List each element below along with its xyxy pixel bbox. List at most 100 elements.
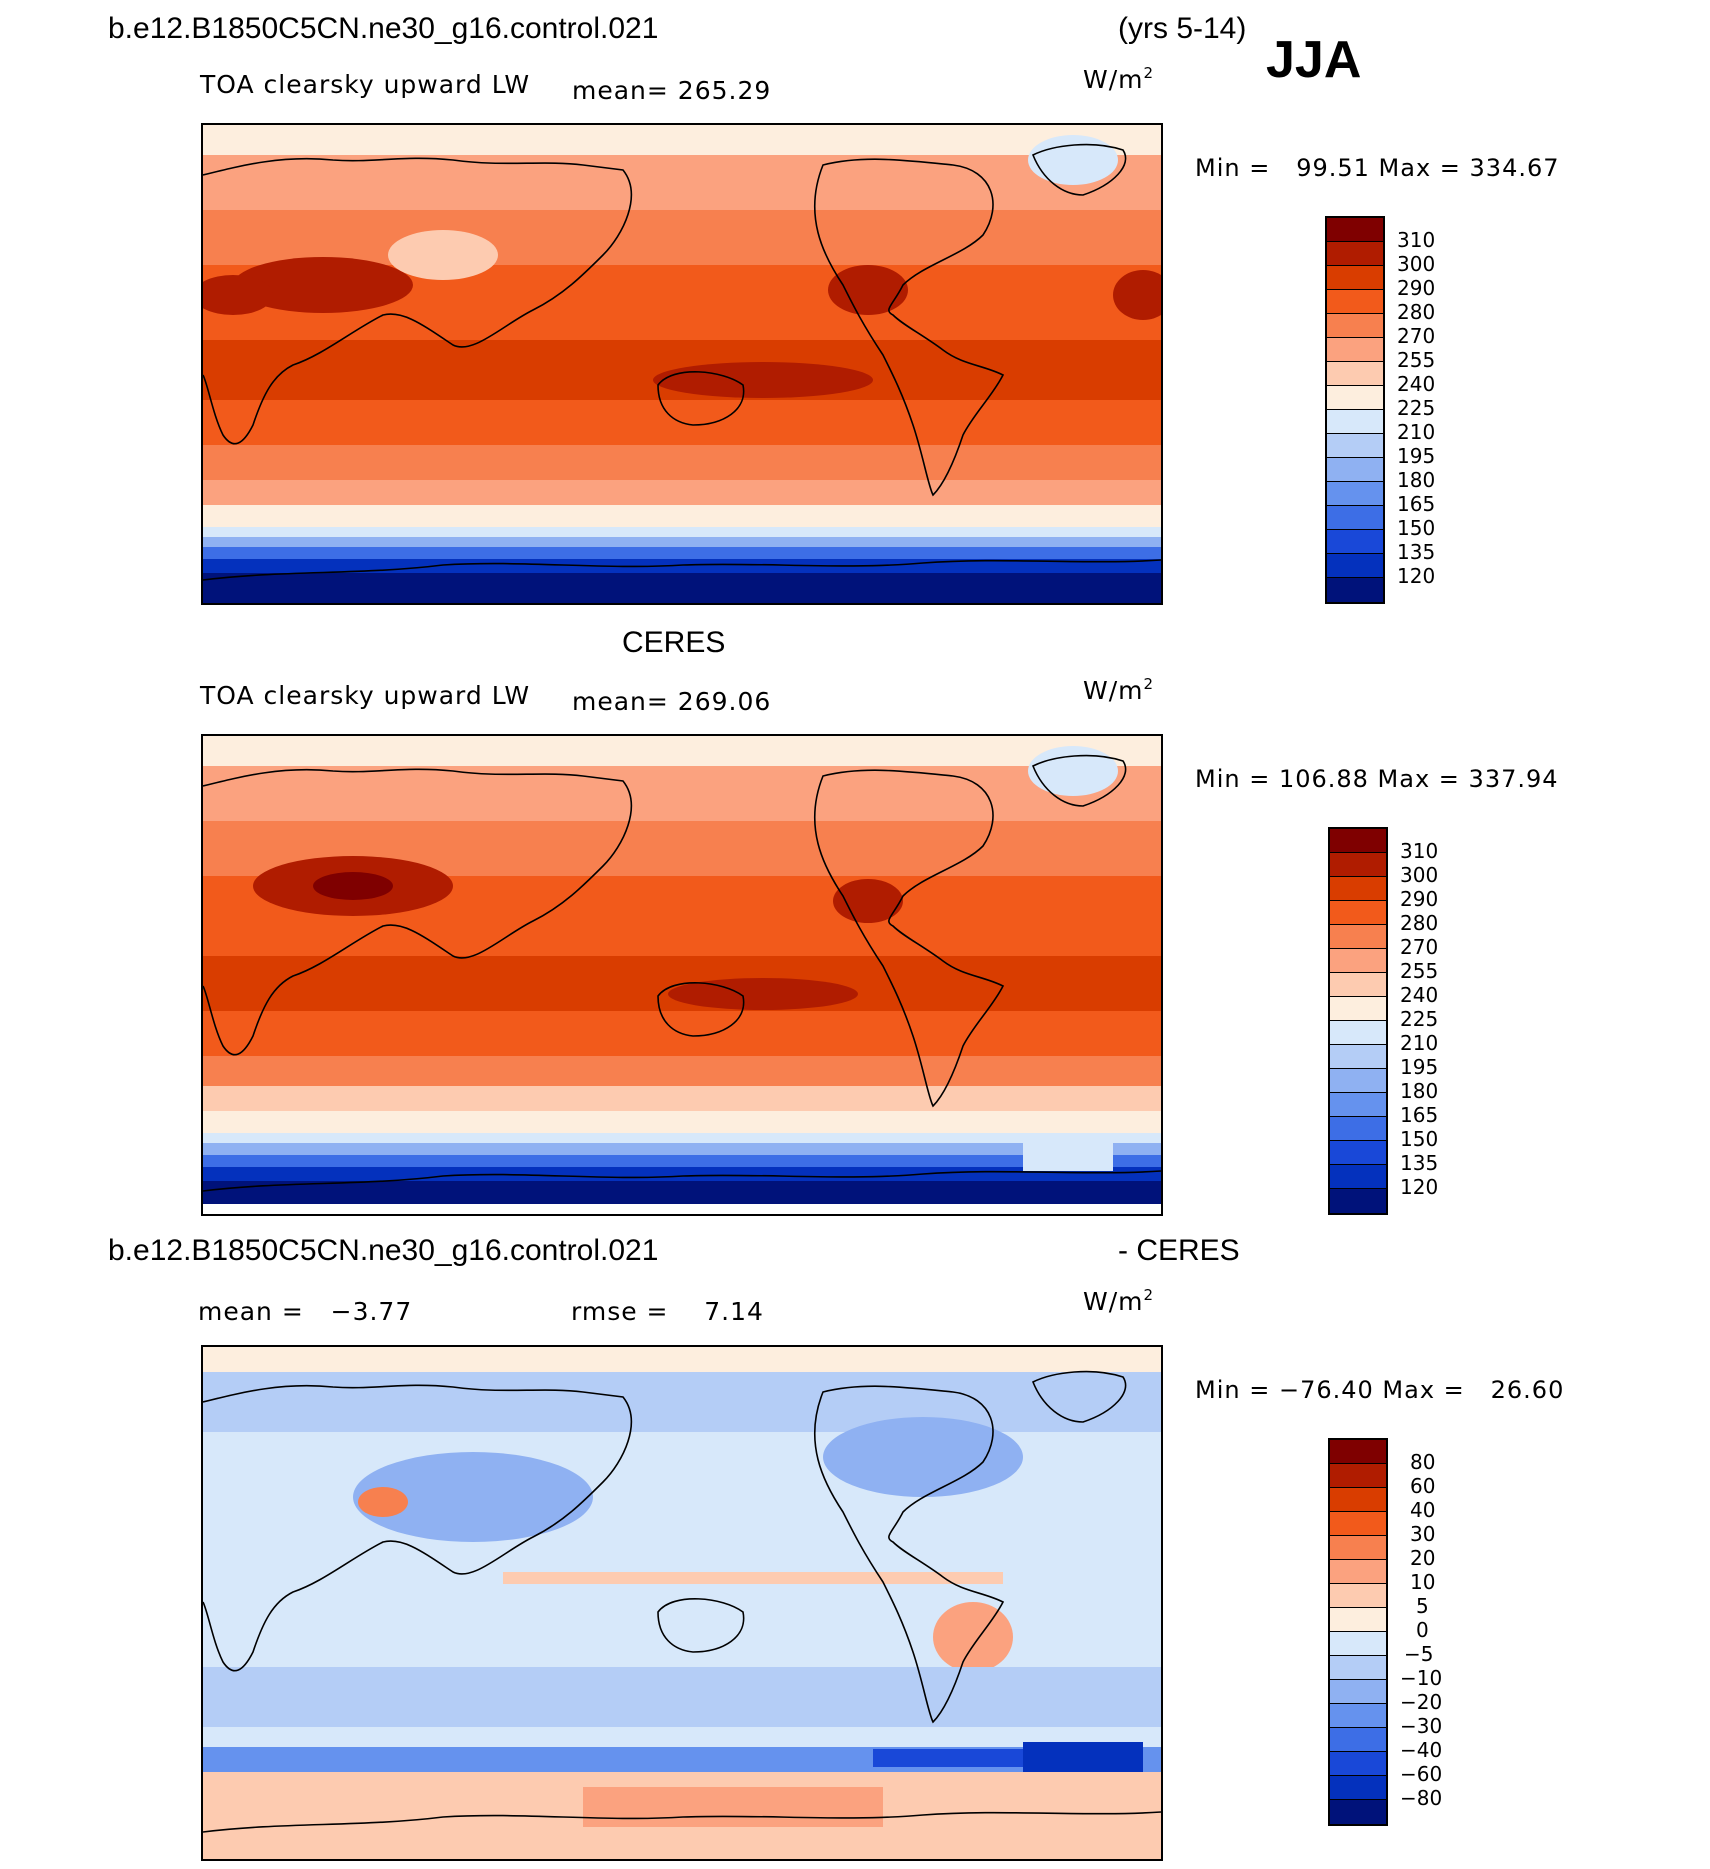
cbar-box [1330,1093,1386,1117]
cbar-box [1330,1488,1386,1512]
band-missing [203,1204,1161,1214]
cbar-box [1330,1776,1386,1800]
ice-edge-strong [873,1749,1023,1767]
band-high-south [203,480,1161,505]
band-high-north [203,766,1161,821]
amazon-positive [933,1602,1013,1672]
panel3-rmse: rmse = 7.14 [571,1297,764,1326]
na-negative [823,1417,1023,1497]
cbar-box [1330,997,1386,1021]
cbar-box [1330,1165,1386,1189]
arabia-hot [203,275,273,315]
cbar-box [1330,1536,1386,1560]
north-negative [203,1372,1161,1432]
cbar-label: 165 [1400,1103,1439,1127]
cbar-label: 210 [1400,1031,1439,1055]
cbar-label: 180 [1397,468,1436,492]
panel1-minmax: Min = 99.51 Max = 334.67 [1195,154,1560,182]
band-polar-north [203,736,1161,766]
band-ocean-ice-edge [203,1133,1161,1143]
cbar-label: 270 [1400,935,1439,959]
band-ice-2 [203,547,1161,559]
cbar-label: −30 [1400,1714,1443,1738]
cbar-label: 135 [1397,540,1436,564]
band-subpolar-south [203,1111,1161,1133]
cbar-box [1330,1512,1386,1536]
cbar-box [1330,1069,1386,1093]
ross-negative [1023,1742,1143,1772]
tibet-cool [388,230,498,280]
sahara-core [313,872,393,900]
panel2-map [201,734,1163,1216]
cbar-label: −5 [1404,1642,1434,1666]
cbar-box [1330,1752,1386,1776]
cbar-label: 5 [1416,1594,1429,1618]
cbar-label: 225 [1400,1007,1439,1031]
antarctic-positive-strong [583,1787,883,1827]
band-ice-1 [203,537,1161,547]
cbar-label: 150 [1397,516,1436,540]
cbar-box [1327,434,1383,458]
panel1-colorbar [1325,216,1385,604]
cbar-box [1330,1656,1386,1680]
cbar-label: 290 [1397,276,1436,300]
band-ice-2 [203,1155,1161,1167]
cbar-label: 255 [1400,959,1439,983]
greenland-cool [1028,135,1118,185]
cbar-box [1327,290,1383,314]
cbar-box [1330,1464,1386,1488]
greenland-cool [1028,746,1118,796]
cbar-label: 150 [1400,1127,1439,1151]
antarctic-missing-patch [1023,1141,1113,1171]
cbar-box [1327,218,1383,242]
sahara-hot [233,257,413,313]
panel2-mean: mean= 269.06 [572,687,772,716]
cbar-box [1330,1021,1386,1045]
cbar-box [1327,410,1383,434]
cbar-box [1327,578,1383,602]
cbar-label: 120 [1400,1175,1439,1199]
panel2-units: W/m2 [1083,675,1155,705]
season-label: JJA [1266,31,1362,89]
panel3-colorbar [1328,1438,1388,1826]
cbar-label: −80 [1400,1786,1443,1810]
cbar-box [1330,1141,1386,1165]
panel3-mean: mean = −3.77 [198,1297,413,1326]
south-negative [203,1667,1161,1727]
arctic-warm [203,1347,1161,1372]
cbar-box [1327,242,1383,266]
gulf-hot [833,879,903,923]
cbar-box [1330,1045,1386,1069]
cbar-label: 240 [1397,372,1436,396]
panel3-minmax: Min = −76.40 Max = 26.60 [1195,1376,1565,1404]
pacific-warm-pool [668,978,858,1010]
cbar-label: 135 [1400,1151,1439,1175]
cbar-box [1330,1728,1386,1752]
panel3-map [201,1345,1163,1861]
cbar-box [1330,829,1386,853]
cbar-box [1330,973,1386,997]
cbar-label: 180 [1400,1079,1439,1103]
cbar-box [1330,901,1386,925]
sahara-hot-east [1113,270,1161,320]
cbar-label: 40 [1410,1498,1436,1522]
cbar-label: −20 [1400,1690,1443,1714]
coastlines [203,754,1161,1192]
cbar-label: 120 [1397,564,1436,588]
cbar-box [1330,1189,1386,1213]
panel1-variable: TOA clearsky upward LW [200,70,531,99]
cbar-box [1327,506,1383,530]
cbar-box [1327,266,1383,290]
band-mid-south [203,1056,1161,1086]
cbar-box [1327,362,1383,386]
cbar-label: 60 [1410,1474,1436,1498]
band-ice-1 [203,1143,1161,1155]
cbar-box [1330,853,1386,877]
panel2-title: CERES [622,626,726,659]
cbar-box [1330,949,1386,973]
panel3-units: W/m2 [1083,1286,1155,1316]
pacific-warm-pool [653,362,873,398]
cbar-label: 10 [1410,1570,1436,1594]
cbar-box [1330,1584,1386,1608]
panel1-units: W/m2 [1083,64,1155,94]
